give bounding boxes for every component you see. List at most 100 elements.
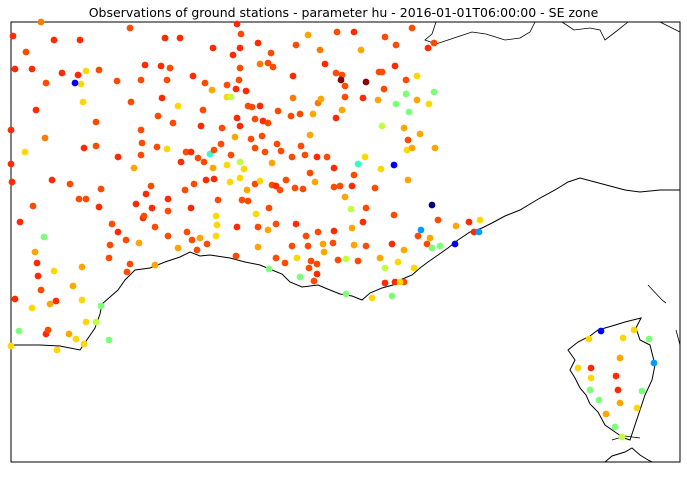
station-marker-red — [587, 364, 595, 372]
station-marker-orange-red — [281, 259, 289, 267]
station-marker-orange-red — [137, 151, 145, 159]
station-marker-amber — [31, 248, 39, 256]
station-marker-red — [187, 148, 195, 156]
station-marker-orange-red — [232, 252, 240, 260]
station-marker-red — [350, 28, 358, 36]
station-marker-red — [202, 176, 210, 184]
station-marker-orange-red — [313, 260, 321, 268]
station-marker-orange-red — [341, 82, 349, 90]
station-marker-light-green — [595, 396, 603, 404]
station-marker-red — [48, 176, 56, 184]
station-marker-orange-red — [274, 107, 282, 115]
station-marker-red — [11, 295, 19, 303]
station-marker-red — [330, 164, 338, 172]
station-marker-orange-red — [307, 257, 315, 265]
station-marker-red — [254, 39, 262, 47]
station-marker-orange-red — [97, 185, 105, 193]
station-marker-amber — [209, 164, 217, 172]
station-marker-orange-red — [218, 124, 226, 132]
station-marker-orange-red — [350, 171, 358, 179]
station-marker-orange-red — [137, 126, 145, 134]
station-marker-yellow — [425, 100, 433, 108]
station-marker-orange-red — [390, 211, 398, 219]
station-marker-red — [8, 178, 16, 186]
station-marker-red — [74, 71, 82, 79]
station-marker-dark-red — [362, 78, 370, 86]
station-marker-yellow — [413, 72, 421, 80]
station-marker-amber — [616, 399, 624, 407]
station-marker-red — [359, 94, 367, 102]
station-marker-red — [391, 278, 399, 286]
station-marker-orange-red — [217, 140, 225, 148]
coastline-mainland — [11, 177, 680, 351]
station-marker-orange-red — [430, 39, 438, 47]
station-marker-sky-blue — [650, 359, 658, 367]
station-marker-orange-red — [127, 98, 135, 106]
station-marker-red — [233, 223, 241, 231]
station-marker-orange-red — [378, 68, 386, 76]
station-marker-orange-red — [22, 48, 30, 56]
station-marker-red — [52, 297, 60, 305]
station-marker-orange-red — [140, 212, 148, 220]
station-marker-blue — [71, 79, 79, 87]
station-marker-navy — [428, 201, 436, 209]
station-marker-blue — [597, 327, 605, 335]
station-marker-orange-red — [423, 240, 431, 248]
station-marker-orange-red — [292, 41, 300, 49]
station-marker-yellow — [236, 174, 244, 182]
station-marker-orange-red — [392, 41, 400, 49]
station-marker-red — [32, 106, 40, 114]
station-marker-red — [76, 36, 84, 44]
station-marker-orange-red — [126, 24, 134, 32]
station-marker-yellow — [240, 165, 248, 173]
station-marker-orange-red — [251, 115, 259, 123]
station-marker-amber — [69, 282, 77, 290]
station-marker-yellow — [82, 67, 90, 75]
station-marker-yellow — [174, 102, 182, 110]
station-marker-yellow — [212, 232, 220, 240]
station-marker-orange-red — [264, 119, 272, 127]
station-marker-orange-red — [214, 196, 222, 204]
station-marker-red — [233, 114, 241, 122]
station-marker-yellow-green — [227, 93, 235, 101]
station-marker-red — [232, 85, 240, 93]
station-marker-light-green — [430, 88, 438, 96]
station-marker-light-green — [402, 90, 410, 98]
station-marker-amber — [264, 226, 272, 234]
border-north — [424, 21, 536, 45]
station-marker-amber — [306, 131, 314, 139]
station-marker-orange-red — [291, 184, 299, 192]
station-marker-red — [233, 20, 241, 28]
station-marker-light-green — [638, 387, 646, 395]
station-marker-red — [229, 51, 237, 59]
station-marker-light-green — [296, 273, 304, 281]
station-marker-yellow — [368, 294, 376, 302]
station-marker-orange-red — [261, 148, 269, 156]
station-marker-yellow — [410, 264, 418, 272]
station-marker-orange-red — [194, 154, 202, 162]
station-marker-orange-red — [299, 185, 307, 193]
station-marker-amber — [357, 46, 365, 54]
station-marker-amber — [400, 246, 408, 254]
station-marker-red — [289, 72, 297, 80]
station-marker-red — [157, 62, 165, 70]
station-marker-red — [114, 153, 122, 161]
station-marker-yellow — [28, 304, 36, 312]
station-marker-amber — [78, 263, 86, 271]
station-marker-amber — [616, 354, 624, 362]
station-marker-red — [28, 65, 36, 73]
station-marker-amber — [317, 95, 325, 103]
station-marker-orange — [256, 60, 264, 68]
station-marker-red — [391, 62, 399, 70]
station-marker-orange-red — [138, 139, 146, 147]
station-marker-yellow — [256, 177, 264, 185]
station-marker-orange-red — [333, 28, 341, 36]
station-marker-orange-red — [151, 223, 159, 231]
station-marker-amber — [65, 330, 73, 338]
station-marker-red — [424, 44, 432, 52]
station-marker-red — [330, 227, 338, 235]
station-marker-red — [236, 122, 244, 130]
station-marker-blue — [451, 240, 459, 248]
station-marker-orange-red — [163, 76, 171, 84]
station-marker-amber — [151, 261, 159, 269]
